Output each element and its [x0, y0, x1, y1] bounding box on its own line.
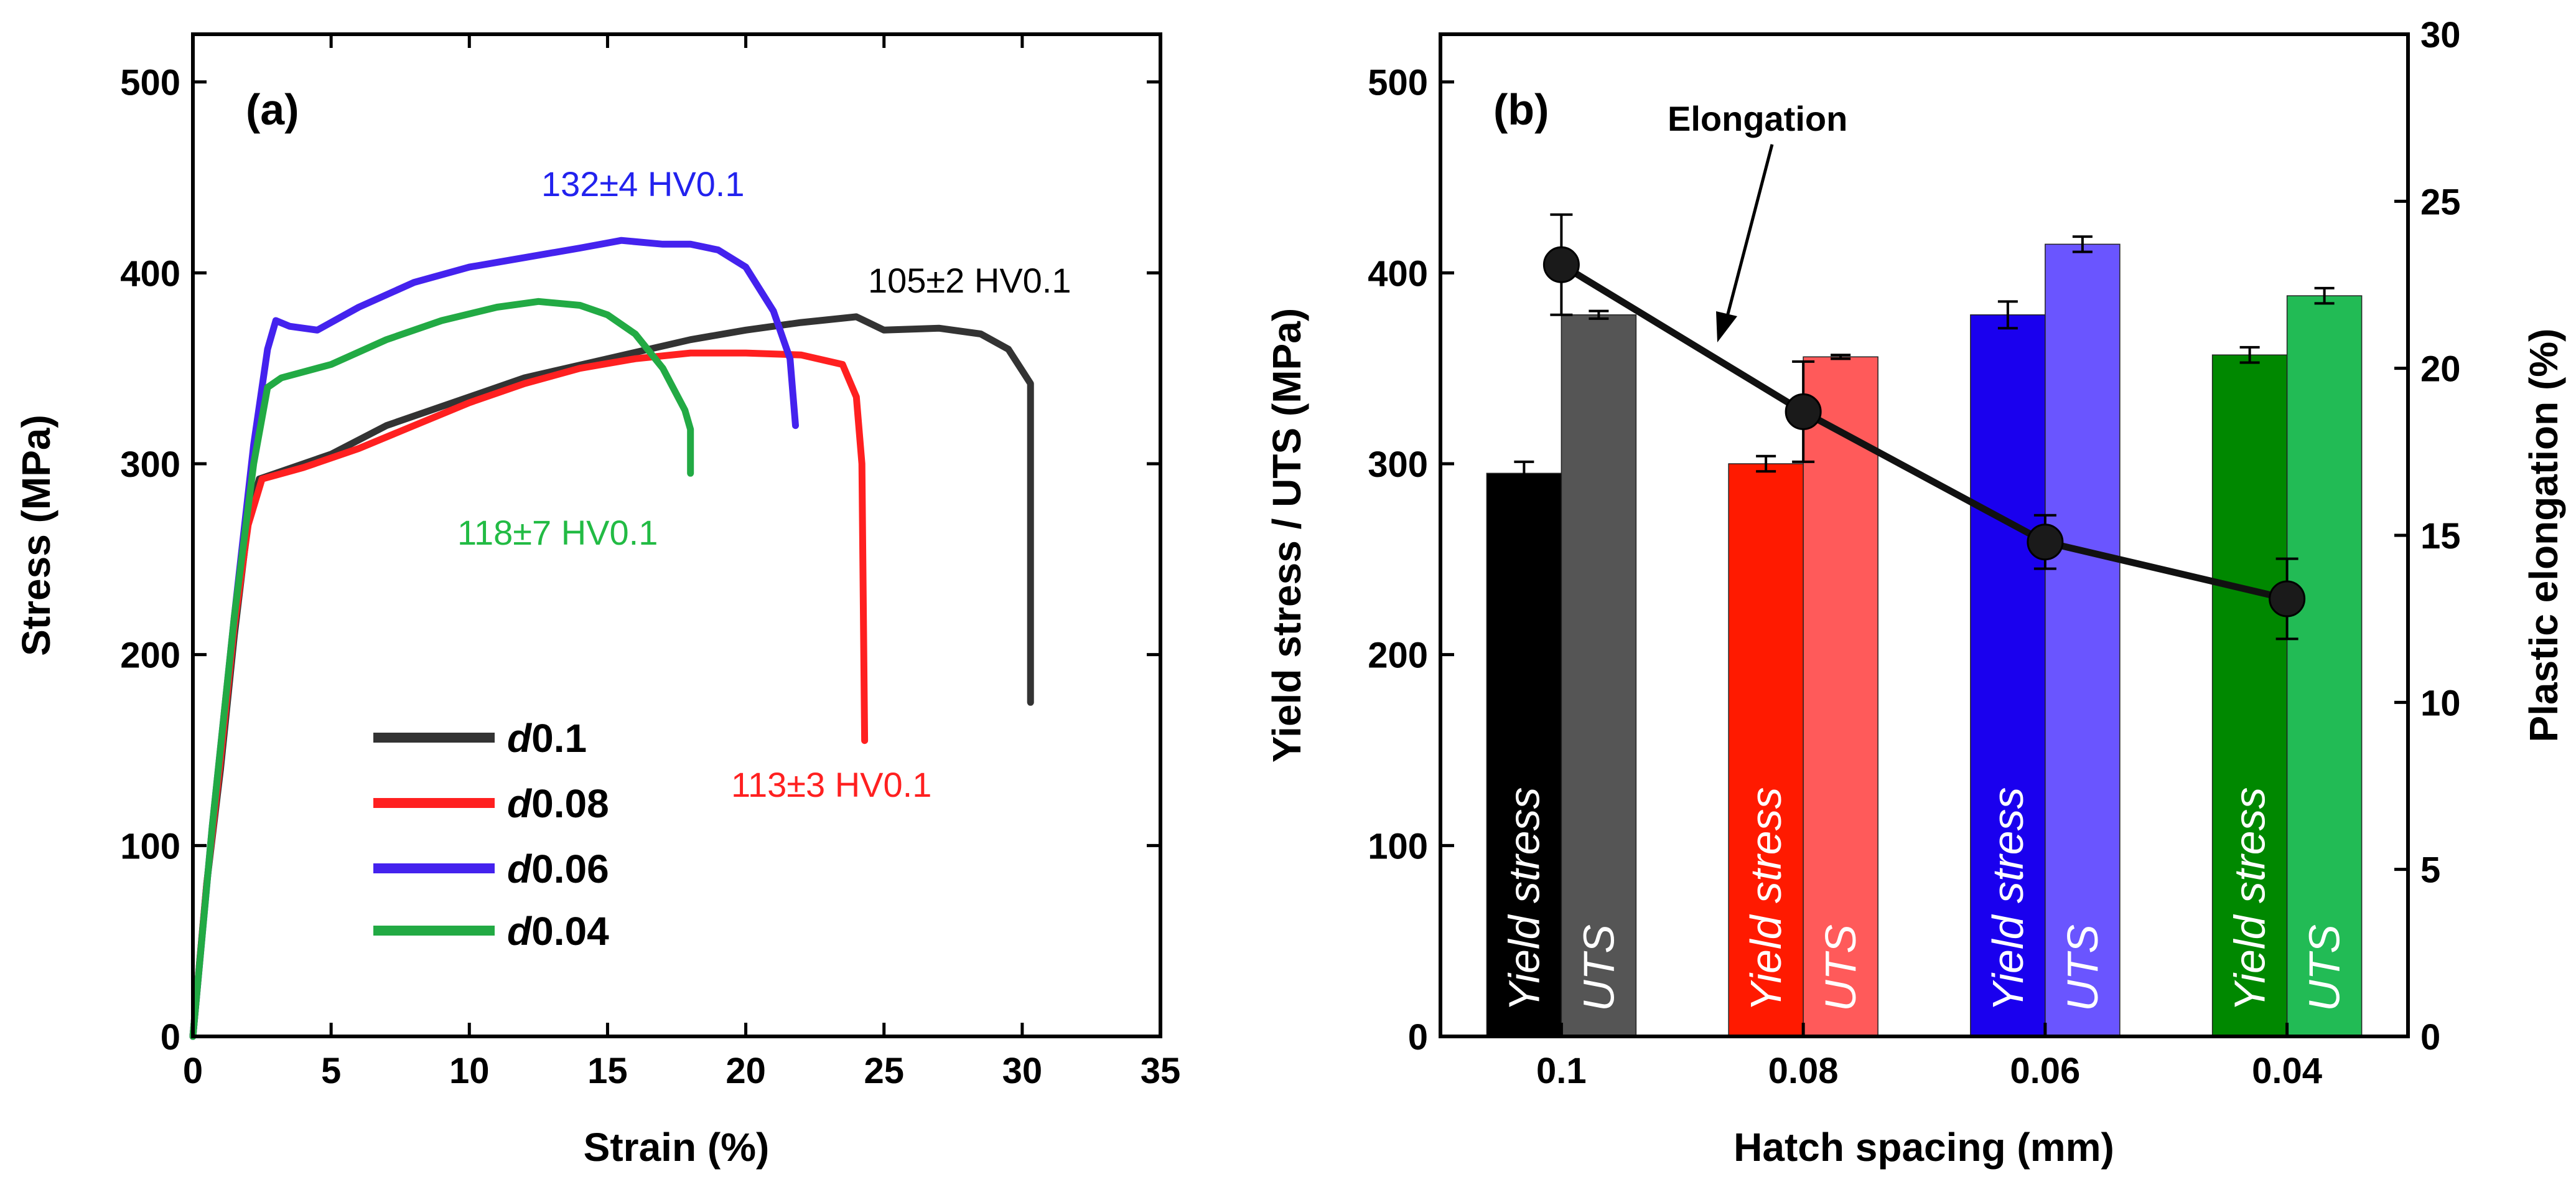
b-y-ticks-right: 0 5 10 15 20 25 30 — [2394, 15, 2461, 1058]
b-y-axis-label-left: Yield stress / UTS (MPa) — [1264, 308, 1309, 763]
b-y2-tick-label-5: 5 — [2420, 850, 2440, 891]
b-y-ticks-left: 0 100 200 300 400 500 — [1368, 63, 1454, 1058]
b-panel-label: (b) — [1493, 85, 1549, 134]
b-elongation-point-0.1 — [1542, 246, 1580, 283]
b-bar-text-1-0.04: UTS — [2300, 924, 2349, 1012]
b-elongation-point-0.08 — [1785, 393, 1822, 430]
b-bar-text-0-0.06: Yield stress — [1984, 787, 2032, 1012]
b-bar-yield-stress-0.08 — [1728, 463, 1804, 1037]
b-x-tick-label-0.04: 0.04 — [2252, 1051, 2322, 1091]
b-y-tick-label-400: 400 — [1368, 253, 1428, 294]
a-series-line-d0.04 — [189, 298, 694, 1040]
b-bar-uts-0.04 — [2286, 295, 2363, 1037]
b-elongation-annotation: Elongation — [1668, 99, 1847, 138]
b-elongation-group — [1542, 213, 2306, 641]
a-x-tick-label-25: 25 — [864, 1051, 904, 1091]
b-bar-uts-0.06 — [2045, 243, 2121, 1037]
b-y-tick-label-300: 300 — [1368, 444, 1428, 485]
a-x-axis-label: Strain (%) — [584, 1125, 770, 1170]
legend-label-d0.06: d0.06 — [507, 847, 609, 891]
a-x-tick-label-20: 20 — [726, 1051, 766, 1091]
b-x-axis-label: Hatch spacing (mm) — [1734, 1125, 2114, 1170]
b-y2-tick-label-10: 10 — [2420, 683, 2461, 723]
a-x-tick-label-30: 30 — [1002, 1051, 1043, 1091]
a-panel-label: (a) — [246, 85, 299, 134]
b-y2-tick-label-30: 30 — [2420, 15, 2461, 55]
b-x-tick-label-0.06: 0.06 — [2010, 1051, 2080, 1091]
b-x-tick-label-0.1: 0.1 — [1536, 1051, 1587, 1091]
b-x-tick-label-0.08: 0.08 — [1768, 1051, 1839, 1091]
b-y-tick-label-200: 200 — [1368, 636, 1428, 676]
a-hardness-label-d0.1: 105±2 HV0.1 — [868, 261, 1071, 300]
b-elongation-line — [1559, 261, 2288, 603]
b-y-axis-label-right: Plastic elongation (%) — [2521, 329, 2566, 743]
b-bar-yield-stress-0.06 — [1970, 314, 2046, 1037]
a-x-tick-label-35: 35 — [1141, 1051, 1181, 1091]
a-x-tick-label-0: 0 — [183, 1051, 203, 1091]
a-x-tick-label-5: 5 — [321, 1051, 341, 1091]
a-series-line-d0.06 — [189, 237, 799, 1040]
b-bar-uts-0.1 — [1561, 314, 1637, 1037]
panel-b-mechanical-properties: Yield stress UTS Yield stress UTS Yield stre… — [1264, 15, 2566, 1170]
legend-label-d0.04: d0.04 — [507, 909, 609, 954]
a-y-tick-label-400: 400 — [120, 253, 180, 294]
b-elongation-point-0.06 — [2027, 524, 2064, 561]
a-x-tick-label-15: 15 — [587, 1051, 628, 1091]
b-bar-text-0-0.04: Yield stress — [2226, 787, 2274, 1012]
legend-label-d0.08: d0.08 — [507, 781, 609, 826]
a-x-ticks: 0 5 10 15 20 25 30 35 — [183, 34, 1180, 1091]
a-y-tick-label-200: 200 — [120, 636, 180, 676]
b-y-tick-label-100: 100 — [1368, 826, 1428, 866]
b-y2-tick-label-20: 20 — [2420, 349, 2461, 390]
a-legend: d0.1 d0.08 d0.06 d0.04 — [373, 716, 609, 954]
a-y-ticks: 0 100 200 300 400 500 — [120, 63, 1160, 1058]
b-y2-tick-label-0: 0 — [2420, 1017, 2440, 1058]
b-elongation-point-0.04 — [2269, 580, 2306, 617]
b-bar-text-1-0.08: UTS — [1816, 924, 1865, 1012]
b-bar-yield-stress-0.1 — [1486, 472, 1562, 1037]
b-y-tick-label-0: 0 — [1408, 1017, 1428, 1058]
b-elongation-arrow — [1725, 144, 1774, 319]
b-y-tick-label-500: 500 — [1368, 63, 1428, 103]
b-elongation-arrowhead — [1716, 311, 1737, 342]
a-series-line-d0.1 — [189, 313, 1034, 1040]
a-x-tick-label-10: 10 — [449, 1051, 490, 1091]
legend-label-d0.1: d0.1 — [507, 716, 587, 761]
a-hardness-label-d0.08: 113±3 HV0.1 — [731, 765, 931, 804]
b-y2-tick-label-15: 15 — [2420, 516, 2461, 556]
b-bar-text-0-0.1: Yield stress — [1500, 787, 1548, 1012]
b-bar-text-1-0.06: UTS — [2058, 924, 2107, 1012]
a-series-group — [189, 237, 1034, 1040]
b-bar-text-1-0.1: UTS — [1574, 924, 1623, 1012]
b-bar-uts-0.08 — [1803, 356, 1878, 1037]
b-bars-group: Yield stress UTS Yield stress UTS Yield stre… — [1486, 235, 2363, 1037]
b-bar-text-0-0.08: Yield stress — [1742, 787, 1790, 1012]
a-hardness-label-d0.04: 118±7 HV0.1 — [457, 513, 658, 552]
a-y-tick-label-500: 500 — [120, 63, 180, 103]
a-y-tick-label-300: 300 — [120, 444, 180, 485]
b-y2-tick-label-25: 25 — [2420, 182, 2461, 222]
a-hardness-label-d0.06: 132±4 HV0.1 — [541, 164, 745, 204]
a-y-tick-label-0: 0 — [161, 1017, 180, 1058]
a-y-axis-label: Stress (MPa) — [14, 415, 58, 656]
a-y-tick-label-100: 100 — [120, 826, 180, 866]
b-x-ticks: 0.1 0.08 0.06 0.04 — [1536, 1023, 2322, 1091]
a-plot-frame — [191, 32, 1162, 1038]
panel-a-tensile-curves: 0 5 10 15 20 25 30 35 0 100 200 300 400 500 Strain (… — [14, 32, 1180, 1170]
